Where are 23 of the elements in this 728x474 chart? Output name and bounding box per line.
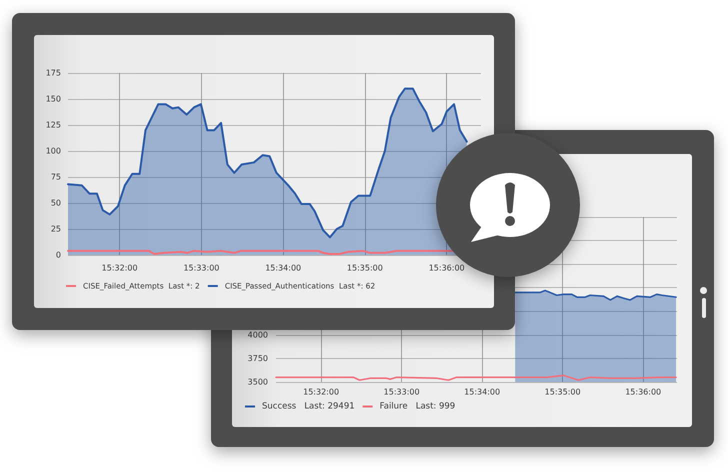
y-tick-label: 125 xyxy=(46,120,61,130)
y-tick-label: 75 xyxy=(50,172,61,182)
y-tick-label: 3500 xyxy=(248,378,268,386)
x-tick-label: 15:34:00 xyxy=(464,388,500,396)
x-tick-label: 15:33:00 xyxy=(183,264,220,272)
y-tick-label: 0 xyxy=(56,250,61,260)
x-tick-label: 15:35:00 xyxy=(544,388,581,396)
y-tick-label: 4000 xyxy=(248,330,268,340)
y-tick-label: 150 xyxy=(46,94,61,104)
y-tick-label: 100 xyxy=(46,146,61,156)
y-tick-label: 175 xyxy=(46,68,61,78)
legend-label: Success Last: 29491 xyxy=(262,402,355,412)
x-tick-label: 15:35:00 xyxy=(346,264,383,272)
x-tick-label: 15:36:00 xyxy=(428,264,465,272)
legend-label: Failure Last: 999 xyxy=(380,402,456,412)
y-tick-label: 3750 xyxy=(248,354,268,363)
x-tick-label: 15:33:00 xyxy=(384,388,420,396)
x-tick-label: 15:32:00 xyxy=(102,264,138,272)
x-tick-label: 15:34:00 xyxy=(265,264,302,272)
y-tick-label: 25 xyxy=(50,224,61,234)
y-tick-label: 50 xyxy=(50,198,61,208)
x-tick-label: 15:36:00 xyxy=(625,388,662,396)
x-tick-label: 15:32:00 xyxy=(303,388,340,396)
